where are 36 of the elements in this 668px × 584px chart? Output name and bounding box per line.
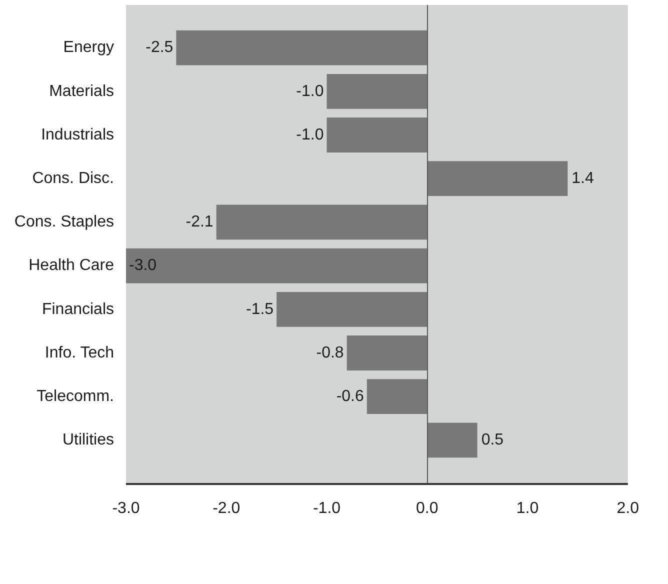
x-tick-label: -1.0 bbox=[312, 500, 341, 518]
y-tick-label: Utilities bbox=[62, 432, 114, 449]
bar bbox=[126, 248, 428, 284]
data-label: -0.6 bbox=[336, 388, 364, 406]
x-tick-label: 2.0 bbox=[616, 500, 640, 518]
x-tick-label: -2.0 bbox=[212, 500, 240, 518]
data-label: -3.0 bbox=[129, 257, 157, 274]
bar bbox=[427, 422, 478, 458]
y-tick-label: Energy bbox=[63, 39, 114, 56]
bar bbox=[276, 292, 428, 327]
y-tick-label: Materials bbox=[49, 82, 114, 100]
bar bbox=[176, 30, 428, 66]
y-tick-label: Industrials bbox=[41, 126, 114, 144]
bar bbox=[346, 336, 428, 370]
bar bbox=[326, 118, 428, 152]
data-label: 0.5 bbox=[481, 432, 504, 449]
data-label: -1.0 bbox=[296, 126, 324, 144]
data-label: -0.8 bbox=[316, 344, 344, 362]
x-tick-label: 0.0 bbox=[416, 500, 438, 518]
x-tick-label: 1.0 bbox=[516, 500, 539, 518]
y-tick-label: Financials bbox=[42, 300, 114, 318]
bar bbox=[427, 161, 568, 196]
bar bbox=[326, 74, 428, 109]
data-label: 1.4 bbox=[572, 170, 594, 188]
y-tick-label: Cons. Disc. bbox=[32, 170, 114, 188]
y-tick-label: Telecomm. bbox=[36, 388, 114, 406]
data-label: -2.5 bbox=[146, 39, 174, 56]
data-label: -1.0 bbox=[296, 82, 324, 100]
data-label: -2.1 bbox=[186, 214, 214, 231]
y-tick-label: Cons. Staples bbox=[14, 214, 114, 231]
bar bbox=[216, 204, 428, 240]
y-tick-label: Info. Tech bbox=[44, 344, 114, 362]
x-tick-label: -3.0 bbox=[112, 500, 140, 518]
bar bbox=[366, 379, 428, 414]
data-label: -1.5 bbox=[246, 300, 274, 318]
y-tick-label: Health Care bbox=[28, 257, 114, 274]
